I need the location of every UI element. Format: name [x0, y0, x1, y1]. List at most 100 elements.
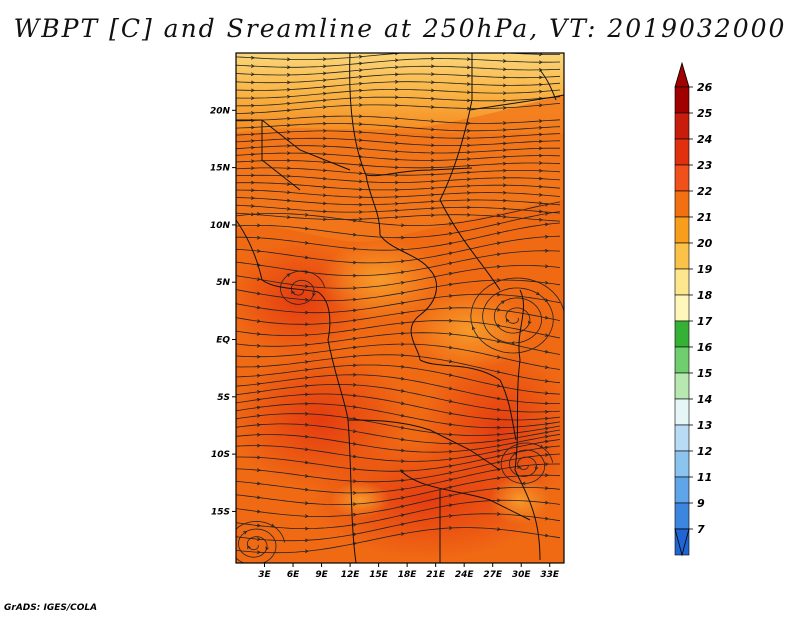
streamline-arrow — [304, 501, 309, 505]
streamline-arrow — [496, 339, 501, 344]
streamline-arrow — [400, 401, 405, 406]
streamline-arrow — [448, 457, 453, 462]
streamline-arrow — [496, 425, 501, 430]
streamline-arrow — [536, 291, 540, 296]
streamline-arrow — [448, 231, 453, 236]
streamline-arrow — [448, 478, 453, 482]
streamline-arrow — [400, 270, 405, 275]
streamline-arrow — [448, 241, 453, 246]
streamline-arrow — [545, 248, 549, 253]
streamline-arrow — [250, 132, 255, 137]
streamline — [236, 393, 561, 421]
streamline-arrow — [358, 95, 363, 100]
streamline-arrow — [466, 170, 471, 175]
streamline-arrow — [448, 471, 453, 475]
streamline-arrow — [286, 57, 291, 62]
streamline-arrow — [352, 454, 357, 459]
streamline-arrow — [256, 432, 261, 437]
streamline-arrow — [256, 509, 261, 514]
streamline-arrow — [430, 186, 435, 191]
streamline-arrow — [502, 168, 507, 173]
streamline-arrow — [430, 165, 435, 170]
streamline-arrow — [430, 72, 435, 77]
streamline-arrow — [312, 292, 316, 297]
streamline-arrow — [538, 132, 543, 137]
streamline-arrow — [400, 353, 405, 358]
streamline-arrow — [358, 179, 363, 184]
streamline — [236, 250, 561, 277]
streamline — [236, 513, 561, 542]
streamline-arrow — [466, 136, 471, 141]
streamline — [236, 413, 561, 436]
streamline-arrow — [466, 73, 471, 78]
streamline-arrow — [539, 444, 544, 449]
streamline-arrow — [538, 75, 543, 80]
streamline-arrow — [286, 101, 291, 106]
streamline-arrow — [448, 399, 453, 403]
streamline-arrow — [358, 187, 363, 192]
colorbar-swatch — [674, 242, 690, 270]
streamline-arrow — [256, 481, 261, 486]
lon-label: 12E — [341, 570, 361, 580]
lon-label: 9E — [315, 570, 328, 580]
streamline-arrow — [544, 315, 549, 320]
streamline-arrow — [430, 96, 435, 101]
colorbar-label: 12 — [697, 445, 713, 458]
streamline-arrow — [352, 345, 357, 350]
colorbar-swatch — [674, 216, 690, 244]
streamline-arrow — [538, 192, 543, 197]
streamline — [236, 486, 561, 517]
streamline-arrow — [250, 204, 255, 208]
lon-label: 6E — [287, 570, 300, 580]
streamline-arrow — [496, 213, 501, 218]
streamline-arrow — [496, 307, 501, 312]
streamline-arrow — [448, 503, 453, 508]
streamline — [236, 354, 561, 384]
streamline-arrow — [430, 80, 435, 85]
streamline-arrow — [256, 249, 261, 253]
streamline-arrow — [544, 445, 549, 450]
streamline-arrow — [467, 50, 470, 53]
streamline-arrow — [496, 383, 501, 388]
streamline-arrow — [466, 191, 471, 195]
streamline-arrow — [250, 125, 255, 130]
streamline-arrow — [502, 106, 507, 110]
streamline-arrow — [256, 390, 261, 394]
colorbar-label: 17 — [697, 315, 713, 328]
streamline-arrow — [496, 264, 501, 269]
streamline-arrow — [322, 98, 327, 103]
streamline-arrow — [496, 476, 501, 481]
streamline-arrow — [544, 462, 549, 467]
streamline-arrow — [496, 512, 501, 516]
streamline-arrow — [304, 384, 309, 388]
streamline-arrow — [430, 135, 435, 140]
colorbar-swatch — [674, 112, 690, 140]
streamline-arrow — [400, 413, 405, 418]
streamline-arrow — [466, 128, 471, 133]
streamline-arrow — [322, 185, 327, 189]
streamline-arrow — [544, 434, 549, 439]
streamline-arrow — [256, 212, 261, 216]
colorbar-swatch — [674, 294, 690, 322]
streamline-arrow — [400, 532, 405, 536]
streamline-arrow — [502, 91, 507, 95]
streamline-arrow — [286, 190, 291, 195]
streamline-arrow — [358, 130, 363, 134]
streamline-arrow — [400, 364, 405, 369]
streamline-arrow — [352, 336, 357, 341]
streamline-arrow — [304, 255, 309, 260]
streamline-arrow — [538, 176, 543, 181]
streamline-arrow — [400, 504, 405, 509]
streamline-arrow — [358, 114, 363, 119]
streamline-arrow — [496, 527, 501, 532]
streamline-arrow — [544, 401, 549, 406]
streamline-arrow — [496, 449, 501, 453]
streamline-arrow — [247, 545, 251, 550]
streamline-arrow — [538, 161, 543, 165]
streamline-arrow — [544, 211, 549, 216]
streamline-arrow — [502, 83, 507, 88]
streamline-arrow — [400, 478, 405, 483]
streamline-arrow — [430, 158, 435, 163]
streamline-arrow — [352, 522, 357, 527]
streamline-arrow — [502, 53, 507, 55]
